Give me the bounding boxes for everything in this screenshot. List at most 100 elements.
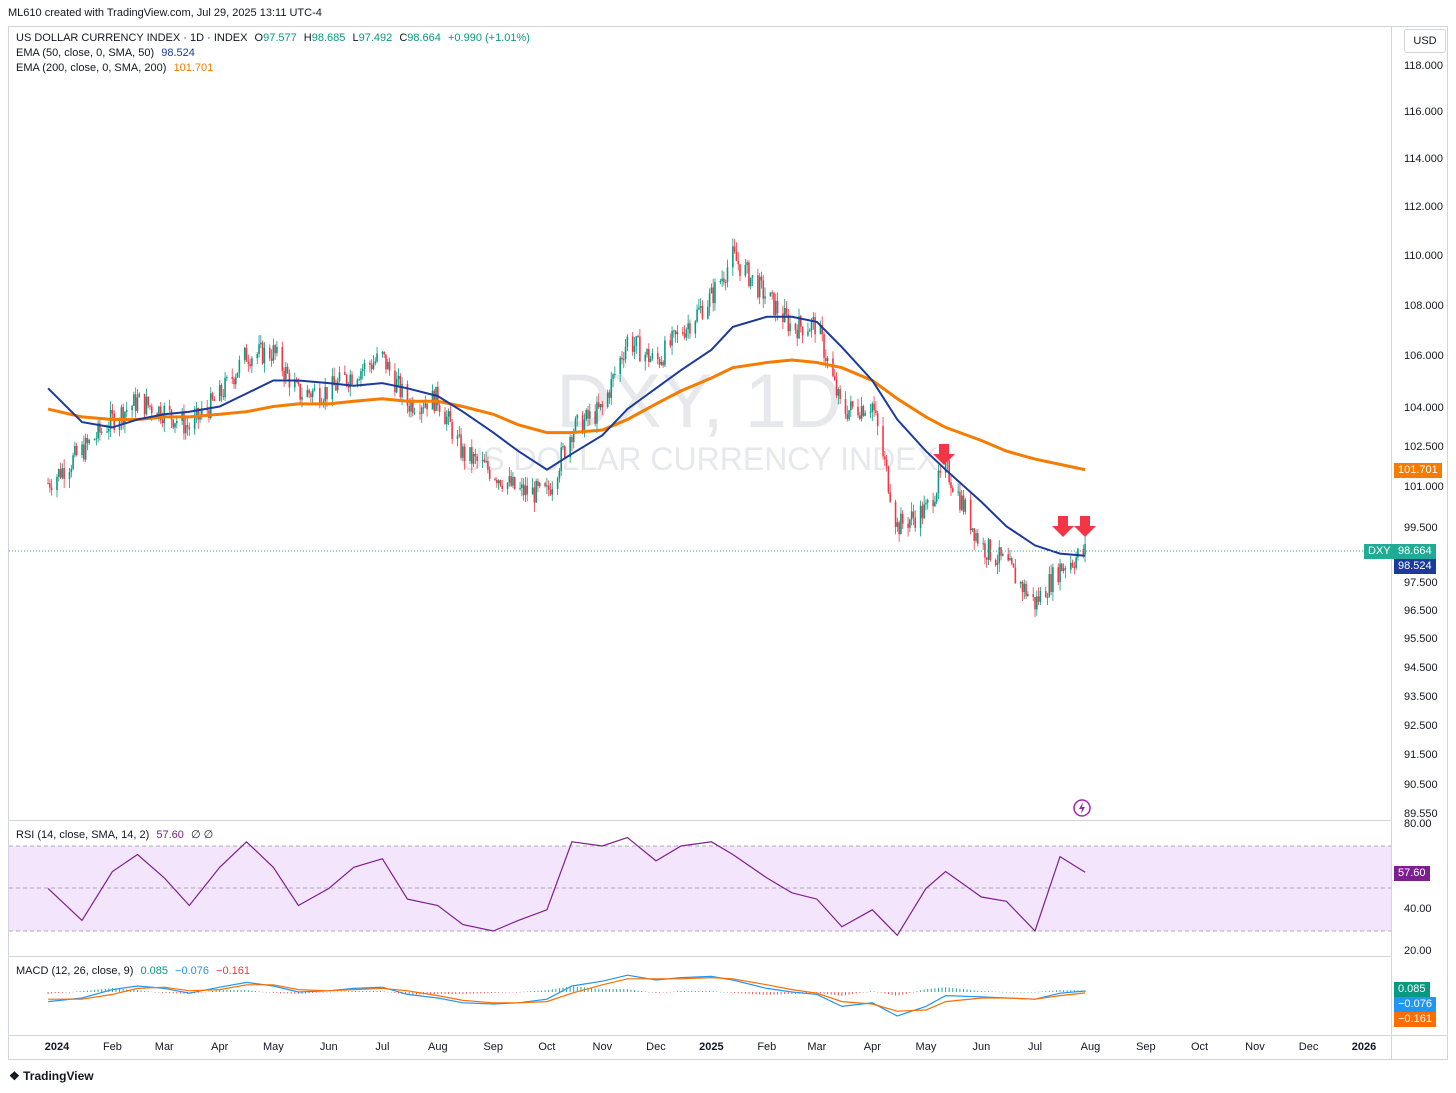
macd-hist-bar [880,992,882,993]
candle-body [649,358,652,362]
candle [726,259,729,288]
candle-body [1061,563,1063,571]
candle-body [410,401,412,412]
ema200-legend[interactable]: EMA (200, close, 0, SMA, 200) 101.701 [16,61,213,76]
time-axis[interactable]: 2024 Feb Mar Apr May Jun Jul Aug Sep Oct Nov Dec 202… [9,1036,1391,1059]
candle [99,419,101,441]
macd-hist-bar [998,991,1000,993]
macd-hist-bar [1045,991,1047,992]
candle-body [773,292,775,315]
candle [336,377,339,394]
candle-body [776,300,779,314]
candle [719,278,722,285]
candle [372,354,375,371]
macd-hist-bar [369,991,371,992]
macd-hist-bar [970,989,972,992]
candle [1069,555,1072,574]
candle [84,433,87,462]
candle-body [871,403,874,412]
candle [308,388,310,399]
candle-body [873,403,875,411]
rsi-pane[interactable] [9,821,1391,956]
candle [333,367,335,386]
ema200-label: EMA (200, close, 0, SMA, 200) [16,62,167,74]
candle-body [401,383,403,398]
candle [835,372,838,399]
candle-body [95,438,98,440]
time-tick-label: 2025 [699,1041,724,1053]
candle [646,348,648,358]
candle [1023,579,1026,600]
price-pane[interactable]: DXY, 1D US DOLLAR CURRENCY INDEX [9,27,1391,820]
candle-body [594,411,596,424]
candle-body [599,404,602,408]
candle [218,380,221,402]
candle [286,363,289,374]
price-tick-label: 102.500 [1404,441,1444,454]
candle [596,396,598,434]
candle [932,492,934,514]
candle [771,290,773,300]
candle-body [907,523,909,528]
macd-hist-bar [319,992,321,993]
candle [984,540,986,565]
price-tick-label: 110.000 [1404,250,1443,262]
candle [989,538,992,562]
macd-hist-bar [873,991,875,992]
ema50-legend[interactable]: EMA (50, close, 0, SMA, 50) 98.524 [16,46,195,61]
price-axis[interactable]: 118.000 116.000 114.000 112.000 110.000 108.0… [1392,27,1447,820]
candle-body [381,351,384,354]
time-tick-label: Sep [483,1041,504,1053]
candle [1061,562,1063,572]
candle [1002,552,1004,557]
candle-body [1073,566,1076,568]
candle-body [569,437,571,458]
symbol-legend[interactable]: US DOLLAR CURRENCY INDEX · 1D · INDEX O9… [16,31,530,46]
macd-hist-bar [390,992,392,993]
candle [987,537,990,566]
macd-hist-bar [927,988,929,992]
macd-hist-bar [612,989,614,992]
candle [471,439,473,474]
candle [435,386,437,412]
candle [960,489,963,512]
ema50-value: 98.524 [161,47,195,59]
candle [860,396,863,422]
candle [143,393,146,420]
rsi-legend[interactable]: RSI (14, close, SMA, 14, 2) 57.60 ∅ ∅ [16,828,213,843]
time-tick-label: Oct [1190,1041,1209,1053]
candle-body [698,307,700,310]
candle-body [669,340,672,346]
macd-hist-bar [104,988,106,992]
candle-body [521,484,523,488]
candle-body [622,359,625,361]
candle [100,427,103,436]
candle [821,316,824,342]
macd-pane[interactable] [9,957,1391,1035]
macd-hist-bar [673,991,675,993]
candle [787,308,790,337]
candle [274,343,276,360]
candle [512,472,514,489]
candle-body [624,346,627,360]
arrows-layer [933,444,1096,537]
candle-body [222,396,225,398]
candle [1071,559,1074,569]
candle [444,407,446,425]
macd-hist-bar [995,991,997,993]
candle-body [331,376,334,400]
macd-legend[interactable]: MACD (12, 26, close, 9) 0.085 −0.076 −0.… [16,964,250,979]
candle [1052,563,1054,601]
macd-hist-bar [1005,992,1007,993]
candle-body [1077,548,1079,558]
lightning-icon[interactable] [1073,799,1091,817]
candle-body [560,447,563,472]
price-tick-label: 106.000 [1404,350,1444,363]
candle [714,278,716,311]
candle [964,497,967,515]
macd-hist-bar [526,991,528,992]
currency-button[interactable]: USD [1404,29,1446,53]
candle-body [361,368,364,372]
candle-body [451,422,453,440]
price-tick-label: 90.500 [1404,779,1438,792]
